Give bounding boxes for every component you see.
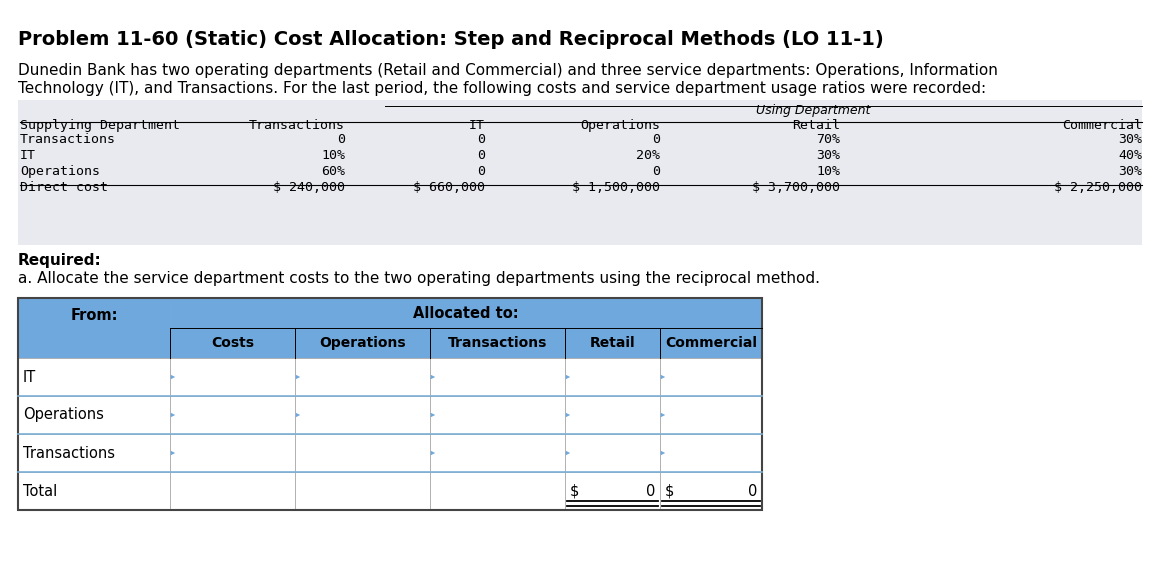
Bar	[295, 358, 429, 396]
Bar	[429, 472, 565, 510]
Bar	[295, 434, 429, 472]
Text: IT: IT	[20, 149, 36, 162]
Text: Retail: Retail	[589, 336, 635, 350]
Bar	[170, 434, 295, 472]
Text: a. Allocate the service department costs to the two operating departments using : a. Allocate the service department costs…	[18, 271, 820, 286]
Text: Required:: Required:	[18, 253, 102, 268]
Text: Direct cost: Direct cost	[20, 181, 109, 194]
Bar	[565, 396, 661, 434]
Text: Technology (IT), and Transactions. For the last period, the following costs and : Technology (IT), and Transactions. For t…	[18, 81, 986, 96]
Text: $ 240,000: $ 240,000	[273, 181, 345, 194]
Text: $: $	[665, 483, 675, 498]
Text: Operations: Operations	[320, 336, 406, 350]
Text: 70%: 70%	[816, 133, 840, 146]
Text: 10%: 10%	[321, 149, 345, 162]
Bar	[170, 358, 295, 396]
Text: Problem 11-60 (Static) Cost Allocation: Step and Reciprocal Methods (LO 11-1): Problem 11-60 (Static) Cost Allocation: …	[18, 30, 883, 49]
Text: 30%: 30%	[1118, 133, 1142, 146]
Text: Allocated to:: Allocated to:	[413, 305, 519, 321]
Text: Transactions: Transactions	[20, 133, 116, 146]
Bar	[661, 358, 762, 396]
Text: 10%: 10%	[816, 165, 840, 178]
Bar	[295, 396, 429, 434]
Text: IT: IT	[469, 119, 485, 132]
Bar	[18, 434, 170, 472]
Text: 0: 0	[477, 165, 485, 178]
Bar	[18, 358, 170, 396]
Bar	[661, 396, 762, 434]
Text: $ 3,700,000: $ 3,700,000	[752, 181, 840, 194]
Text: 60%: 60%	[321, 165, 345, 178]
Text: $: $	[569, 483, 579, 498]
Text: Transactions: Transactions	[249, 119, 345, 132]
Bar	[429, 434, 565, 472]
Text: 40%: 40%	[1118, 149, 1142, 162]
Text: From:: From:	[70, 307, 118, 322]
Text: Transactions: Transactions	[448, 336, 547, 350]
Text: 30%: 30%	[816, 149, 840, 162]
Text: $ 660,000: $ 660,000	[413, 181, 485, 194]
Bar	[565, 358, 661, 396]
Text: 0: 0	[477, 133, 485, 146]
Text: Dunedin Bank has two operating departments (Retail and Commercial) and three ser: Dunedin Bank has two operating departmen…	[18, 63, 998, 78]
Bar	[661, 434, 762, 472]
Bar	[565, 472, 661, 510]
Bar	[295, 472, 429, 510]
Bar	[429, 328, 565, 358]
Bar	[170, 396, 295, 434]
Bar	[18, 298, 762, 510]
Bar	[18, 472, 170, 510]
Text: $ 2,250,000: $ 2,250,000	[1054, 181, 1142, 194]
Text: Operations: Operations	[23, 408, 104, 423]
Text: Operations: Operations	[20, 165, 100, 178]
Text: Using Department: Using Department	[756, 104, 871, 117]
Text: Total: Total	[23, 483, 57, 498]
Text: 30%: 30%	[1118, 165, 1142, 178]
Bar	[295, 328, 429, 358]
Bar	[661, 472, 762, 510]
Text: Retail: Retail	[792, 119, 840, 132]
Text: Supplying Department: Supplying Department	[20, 119, 180, 132]
Bar	[170, 328, 295, 358]
Bar	[661, 328, 762, 358]
Text: Commercial: Commercial	[1062, 119, 1142, 132]
Text: Transactions: Transactions	[23, 445, 116, 461]
Text: $ 1,500,000: $ 1,500,000	[572, 181, 661, 194]
Text: Commercial: Commercial	[665, 336, 757, 350]
Bar	[18, 298, 170, 358]
Text: 0: 0	[748, 483, 757, 498]
Bar	[565, 328, 661, 358]
Text: 0: 0	[337, 133, 345, 146]
Bar	[170, 298, 762, 328]
Bar	[429, 358, 565, 396]
Bar	[18, 396, 170, 434]
Text: 0: 0	[652, 165, 661, 178]
Text: 20%: 20%	[636, 149, 661, 162]
Text: Operations: Operations	[580, 119, 661, 132]
Text: 0: 0	[645, 483, 655, 498]
Bar	[170, 472, 295, 510]
Text: IT: IT	[23, 370, 36, 385]
Text: Costs: Costs	[211, 336, 254, 350]
Bar	[429, 396, 565, 434]
Text: 0: 0	[477, 149, 485, 162]
Text: 0: 0	[652, 133, 661, 146]
Bar	[18, 100, 1142, 245]
Bar	[565, 434, 661, 472]
